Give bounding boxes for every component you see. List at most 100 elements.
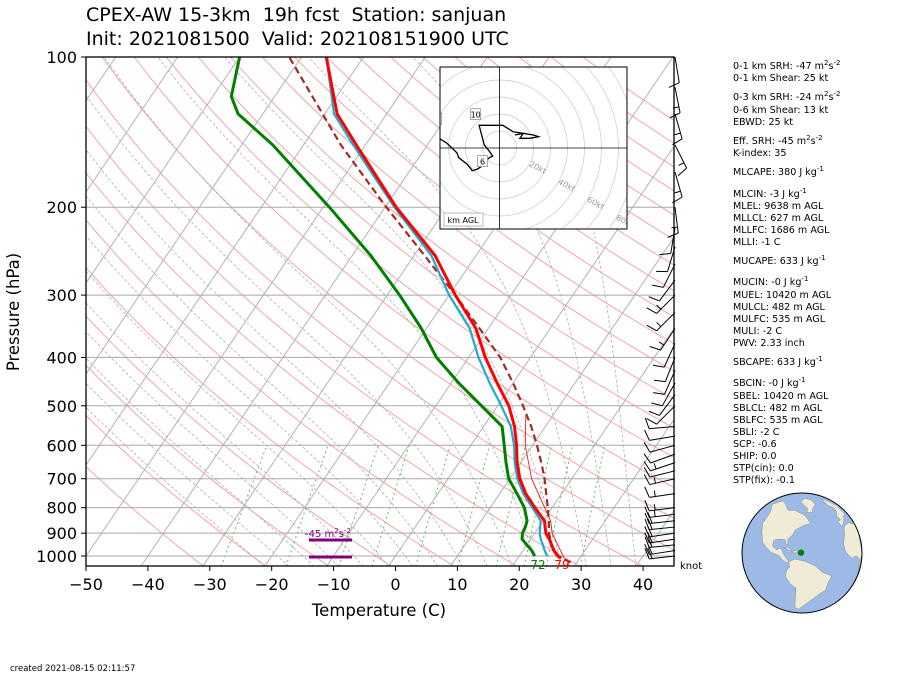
virtual-temperature-line: [325, 57, 549, 557]
dry-adiabat-line: [262, 57, 674, 372]
wind-barb-flag: [644, 486, 650, 498]
y-tick-label: 200: [46, 198, 77, 217]
x-tick-label: −50: [69, 575, 103, 594]
temperature-profile-line: [324, 57, 562, 560]
wind-barb-flag: [668, 82, 680, 88]
surface-dewpoint-f-label: 72: [530, 558, 545, 572]
wind-barb-flag: [652, 364, 665, 368]
wind-barb-staff: [650, 453, 676, 464]
isotherm-line: [140, 57, 488, 566]
wind-barb-staff: [649, 538, 676, 544]
dry-adiabat-line: [86, 219, 518, 566]
globe-land-hispaniola: [792, 550, 799, 554]
station-marker: [797, 549, 805, 556]
wind-barb: [648, 279, 676, 302]
dewpoint-profile-line: [229, 57, 537, 557]
wind-barb-staff: [662, 263, 676, 288]
isotherm-line: [573, 418, 674, 566]
wind-barb: [644, 417, 676, 430]
wind-barb-half-flag: [674, 132, 681, 136]
parameter-row: MULCL: 482 m AGL: [733, 302, 840, 314]
wind-barb: [656, 246, 676, 273]
wind-barb: [644, 536, 676, 548]
wind-barb-staff: [649, 520, 676, 524]
wind-barb-flag: [643, 466, 651, 478]
wind-barb-staff: [674, 56, 680, 83]
srh-sup-1: 2: [334, 527, 338, 535]
hodograph-legend-label: km AGL: [448, 216, 480, 225]
mixing-ratio-line: [338, 445, 379, 566]
wind-barb-staff: [674, 207, 679, 234]
isotherm-line: [86, 57, 179, 193]
wind-barb-staff: [674, 113, 683, 139]
wind-barb-staff: [656, 294, 676, 314]
isotherm-line: [388, 145, 674, 566]
parameter-text: SHIP: 0.0: [733, 451, 777, 463]
moist-adiabat-line: [524, 57, 637, 566]
wind-barb: [668, 56, 680, 88]
parameter-row: MLCAPE: 380 J kg-1: [733, 163, 840, 179]
moist-adiabat-line: [86, 357, 314, 566]
wind-barb-flag: [646, 418, 657, 425]
parameter-sup: 2: [806, 133, 811, 142]
y-tick-label: 300: [46, 286, 77, 305]
parameter-row: MLLFC: 1686 m AGL: [733, 225, 840, 237]
dry-adiabat-line: [86, 266, 455, 566]
wind-barb-staff: [649, 444, 676, 453]
moist-adiabat-line: [86, 270, 389, 566]
wind-barb: [667, 207, 679, 238]
dry-adiabat-line: [86, 364, 330, 566]
y-tick-label: 700: [46, 470, 77, 489]
wind-barb-flag: [643, 442, 651, 453]
parameter-row: SBEL: 10420 m AGL: [733, 391, 840, 403]
globe-land-north-america: [761, 500, 811, 563]
parameter-row: SBCIN: -0 J kg-1: [733, 374, 840, 390]
moist-adiabat-line: [86, 302, 364, 566]
parameter-text: 0-1 km SRH: -47 m: [733, 61, 824, 73]
parameter-row: MLEL: 9638 m AGL: [733, 201, 840, 213]
parameter-text: MULCL: 482 m AGL: [733, 301, 825, 313]
moist-adiabat-line: [86, 235, 414, 566]
wind-barb-staff: [649, 507, 676, 512]
moist-adiabat-line: [86, 382, 290, 566]
isotherm-line: [449, 236, 674, 566]
wind-barb-staff: [674, 171, 683, 198]
hodograph-trace: [440, 124, 542, 172]
parameter-row: EBWD: 25 kt: [733, 117, 840, 129]
mixing-ratio-line: [371, 445, 410, 566]
mixing-ratio-line: [457, 445, 491, 566]
parameter-text: SBEL: 10420 m AGL: [733, 390, 829, 402]
hodograph-height-label: 2: [434, 115, 439, 124]
wind-barb-half-flag: [656, 321, 662, 327]
wind-barb: [644, 429, 676, 441]
wind-barb: [672, 171, 683, 204]
parameter-row: MLCIN: -3 J kg-1: [733, 185, 840, 201]
dry-adiabat-line: [229, 57, 674, 400]
y-tick-label: 800: [46, 499, 77, 518]
globe-land-cuba: [782, 547, 793, 551]
isotherm-line: [86, 57, 364, 466]
parameter-row: SBLFC: 535 m AGL: [733, 415, 840, 427]
parameter-text: MLEL: 9638 m AGL: [733, 200, 824, 212]
x-tick-label: −30: [193, 575, 227, 594]
parameter-text: MLLCL: 627 m AGL: [733, 212, 824, 224]
wind-barb-staff: [649, 513, 676, 518]
parameter-row: K-index: 35: [733, 148, 840, 160]
parameter-text: 0-3 km SRH: -24 m: [733, 92, 824, 104]
y-tick-label: 600: [46, 436, 77, 455]
wind-barb: [644, 500, 676, 512]
parameter-text: SBLI: -2 C: [733, 427, 780, 439]
mixing-ratio-line: [415, 445, 451, 566]
mixing-ratio-line: [220, 445, 268, 566]
wind-barb-flag: [669, 112, 681, 119]
hodograph-height-box: [470, 108, 482, 120]
srh-mid: s: [339, 529, 344, 540]
parameter-row: MULI: -2 C: [733, 326, 840, 338]
parameter-sup: 2: [824, 59, 829, 67]
parameter-text: SBCAPE: 633 J kg: [733, 357, 816, 369]
isotherm-line: [511, 327, 674, 566]
wind-barb-staff: [664, 357, 676, 382]
dry-adiabat-line: [294, 57, 674, 345]
parameter-text: STP(fix): -0.1: [733, 475, 795, 487]
parameter-unit: s: [828, 92, 834, 104]
